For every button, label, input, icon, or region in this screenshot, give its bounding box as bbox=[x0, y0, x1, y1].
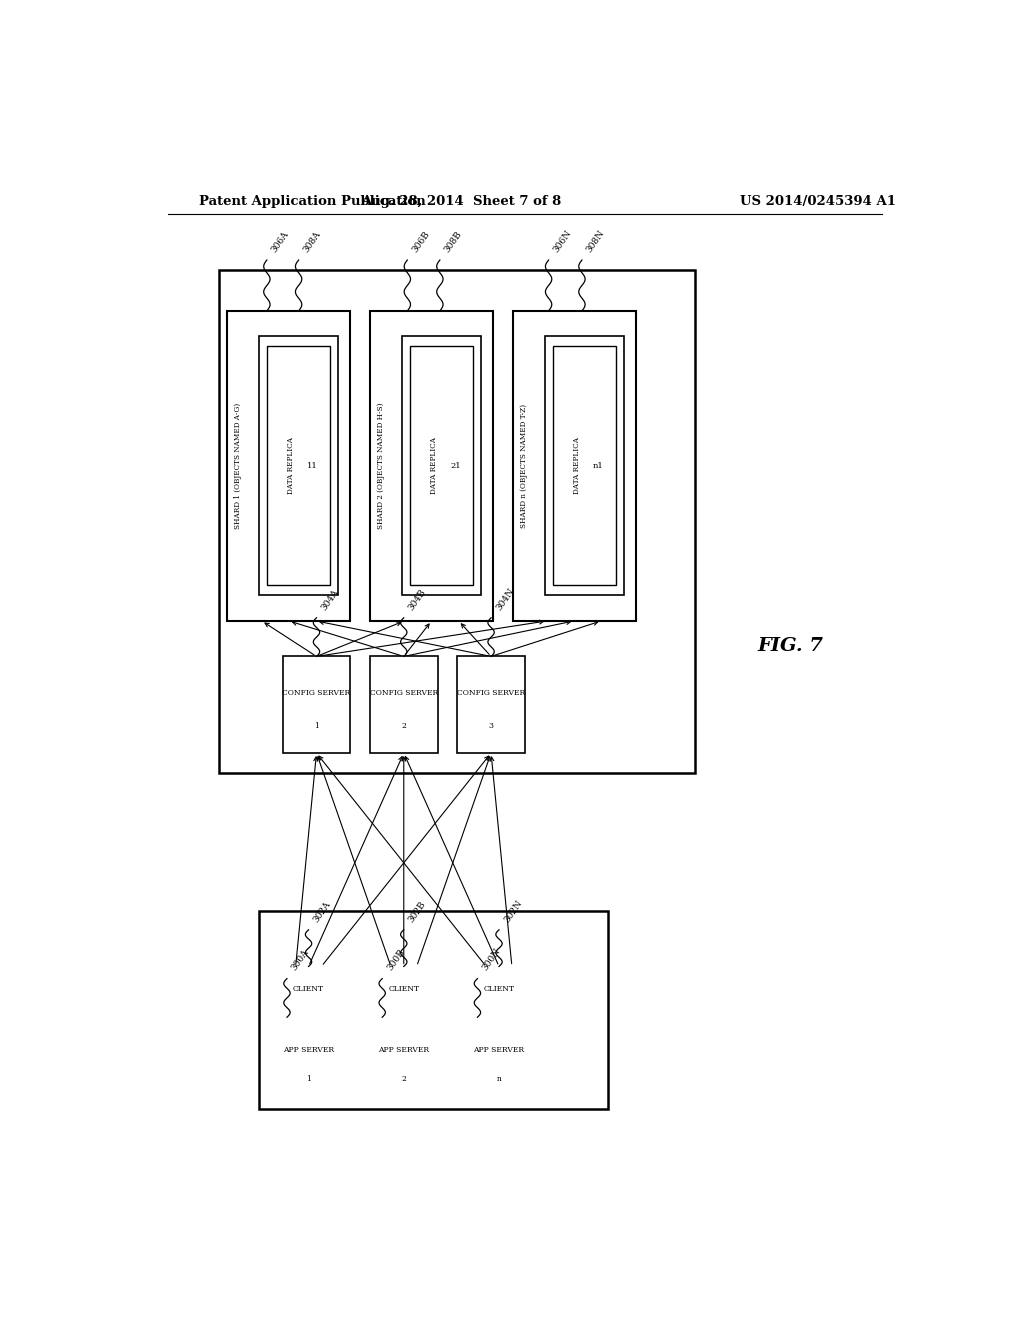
Text: 304N: 304N bbox=[495, 586, 516, 611]
Text: 1: 1 bbox=[314, 722, 318, 730]
Text: US 2014/0245394 A1: US 2014/0245394 A1 bbox=[740, 194, 896, 207]
Text: SHARD 1 (OBJECTS NAMED A-G): SHARD 1 (OBJECTS NAMED A-G) bbox=[234, 403, 243, 529]
Text: 21: 21 bbox=[451, 462, 461, 470]
Text: 308N: 308N bbox=[585, 228, 607, 253]
Text: APP SERVER: APP SERVER bbox=[283, 1045, 334, 1055]
Text: n1: n1 bbox=[593, 462, 604, 470]
Bar bbox=[410, 346, 473, 585]
Text: n: n bbox=[497, 1076, 502, 1084]
Bar bbox=[378, 966, 430, 1012]
Bar bbox=[545, 337, 624, 595]
Text: 306B: 306B bbox=[411, 230, 431, 253]
Bar bbox=[553, 346, 616, 585]
Text: 11: 11 bbox=[307, 462, 318, 470]
Text: 3: 3 bbox=[488, 722, 494, 730]
Text: APP SERVER: APP SERVER bbox=[473, 1045, 524, 1055]
Bar bbox=[227, 312, 350, 620]
Bar bbox=[370, 1018, 437, 1104]
Bar bbox=[473, 966, 524, 1012]
Bar bbox=[283, 656, 350, 752]
Bar bbox=[267, 346, 331, 585]
Text: 306A: 306A bbox=[270, 230, 291, 253]
Text: 2: 2 bbox=[401, 1076, 407, 1084]
Text: CLIENT: CLIENT bbox=[293, 985, 325, 994]
Text: Patent Application Publication: Patent Application Publication bbox=[200, 194, 426, 207]
Text: DATA REPLICA: DATA REPLICA bbox=[572, 437, 581, 495]
Bar bbox=[259, 337, 338, 595]
Bar bbox=[458, 656, 524, 752]
Text: APP SERVER: APP SERVER bbox=[378, 1045, 429, 1055]
Text: 302B: 302B bbox=[407, 899, 428, 924]
Text: FIG. 7: FIG. 7 bbox=[758, 638, 823, 655]
Text: 308B: 308B bbox=[443, 230, 464, 253]
Bar bbox=[274, 1018, 342, 1104]
Text: DATA REPLICA: DATA REPLICA bbox=[430, 437, 438, 495]
Text: CONFIG SERVER: CONFIG SERVER bbox=[457, 689, 525, 697]
Bar bbox=[465, 1018, 532, 1104]
Text: SHARD n (OBJECTS NAMED T-Z): SHARD n (OBJECTS NAMED T-Z) bbox=[520, 404, 528, 528]
Text: CONFIG SERVER: CONFIG SERVER bbox=[370, 689, 438, 697]
Bar bbox=[283, 966, 334, 1012]
Text: Aug. 28, 2014  Sheet 7 of 8: Aug. 28, 2014 Sheet 7 of 8 bbox=[361, 194, 561, 207]
Text: 302A: 302A bbox=[311, 899, 333, 924]
Text: 304B: 304B bbox=[407, 587, 428, 611]
Text: CLIENT: CLIENT bbox=[483, 985, 515, 994]
Text: 302N: 302N bbox=[502, 898, 524, 924]
Text: 308A: 308A bbox=[302, 230, 323, 253]
Bar bbox=[370, 656, 437, 752]
Text: CLIENT: CLIENT bbox=[388, 985, 420, 994]
Text: 304A: 304A bbox=[319, 587, 341, 611]
Text: 300N: 300N bbox=[480, 946, 503, 973]
Bar bbox=[401, 337, 481, 595]
Bar bbox=[370, 312, 494, 620]
Text: 306N: 306N bbox=[552, 228, 573, 253]
Text: SHARD 2 (OBJECTS NAMED H-S): SHARD 2 (OBJECTS NAMED H-S) bbox=[377, 403, 385, 529]
Bar bbox=[259, 911, 608, 1109]
Bar bbox=[513, 312, 636, 620]
Text: 300A: 300A bbox=[290, 948, 311, 973]
Text: DATA REPLICA: DATA REPLICA bbox=[287, 437, 295, 495]
Text: CONFIG SERVER: CONFIG SERVER bbox=[283, 689, 350, 697]
Bar bbox=[219, 271, 695, 774]
Text: 2: 2 bbox=[401, 722, 407, 730]
Text: 300B: 300B bbox=[385, 948, 407, 973]
Text: 1: 1 bbox=[306, 1076, 311, 1084]
